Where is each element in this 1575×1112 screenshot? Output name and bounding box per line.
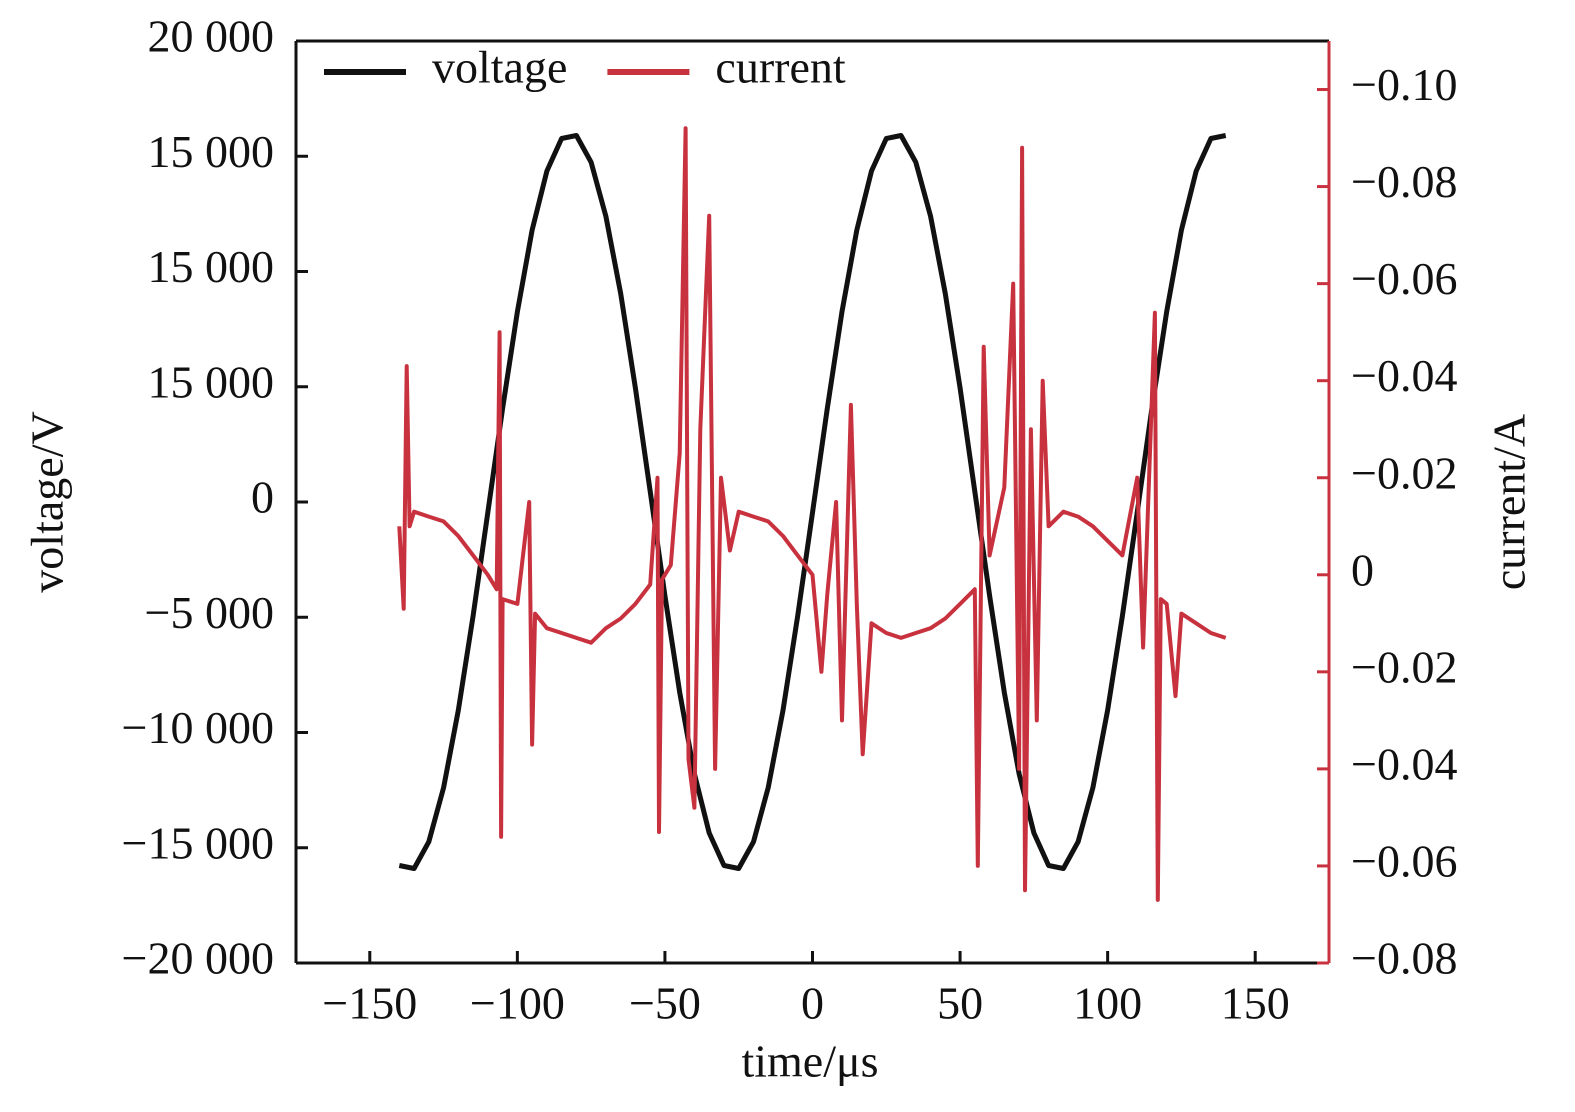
x-tick-label: −50 [629, 978, 701, 1029]
y-axis-label: voltage/V [22, 411, 73, 592]
legend-label: voltage [432, 42, 567, 93]
y2-tick-label: −0.04 [1351, 738, 1457, 789]
y-tick-label: 15 000 [148, 126, 275, 177]
y2-tick-label: −0.06 [1351, 836, 1457, 887]
series-line [397, 126, 1227, 902]
y-tick-label: 15 000 [148, 241, 275, 292]
y2-axis-label: current/A [1484, 414, 1535, 590]
x-tick-label: 100 [1073, 978, 1142, 1029]
legend-label: current [715, 42, 845, 93]
y2-tick-label: −0.04 [1351, 350, 1457, 401]
y-tick-label: −20 000 [122, 933, 274, 984]
x-axis-label: time/μs [741, 1036, 878, 1087]
y-tick-label: 20 000 [148, 11, 275, 62]
x-tick-label: 0 [801, 978, 824, 1029]
y2-tick-label: −0.08 [1351, 933, 1457, 984]
y-tick-label: −15 000 [122, 817, 274, 868]
x-tick-label: 150 [1221, 978, 1290, 1029]
y2-tick-label: −0.08 [1351, 156, 1457, 207]
y-tick-label: −10 000 [122, 702, 274, 753]
x-tick-label: 50 [937, 978, 983, 1029]
x-tick-label: −150 [322, 978, 417, 1029]
y2-tick-label: −0.02 [1351, 447, 1457, 498]
y-tick-label: 0 [251, 472, 274, 523]
series-line [398, 133, 1227, 871]
y-tick-label: −5 000 [145, 587, 274, 638]
y2-tick-label: −0.10 [1351, 59, 1457, 110]
y-tick-label: 15 000 [148, 356, 275, 407]
x-tick-label: −100 [470, 978, 565, 1029]
y2-tick-label: −0.02 [1351, 641, 1457, 692]
y2-tick-label: 0 [1351, 544, 1374, 595]
y2-tick-label: −0.06 [1351, 253, 1457, 304]
